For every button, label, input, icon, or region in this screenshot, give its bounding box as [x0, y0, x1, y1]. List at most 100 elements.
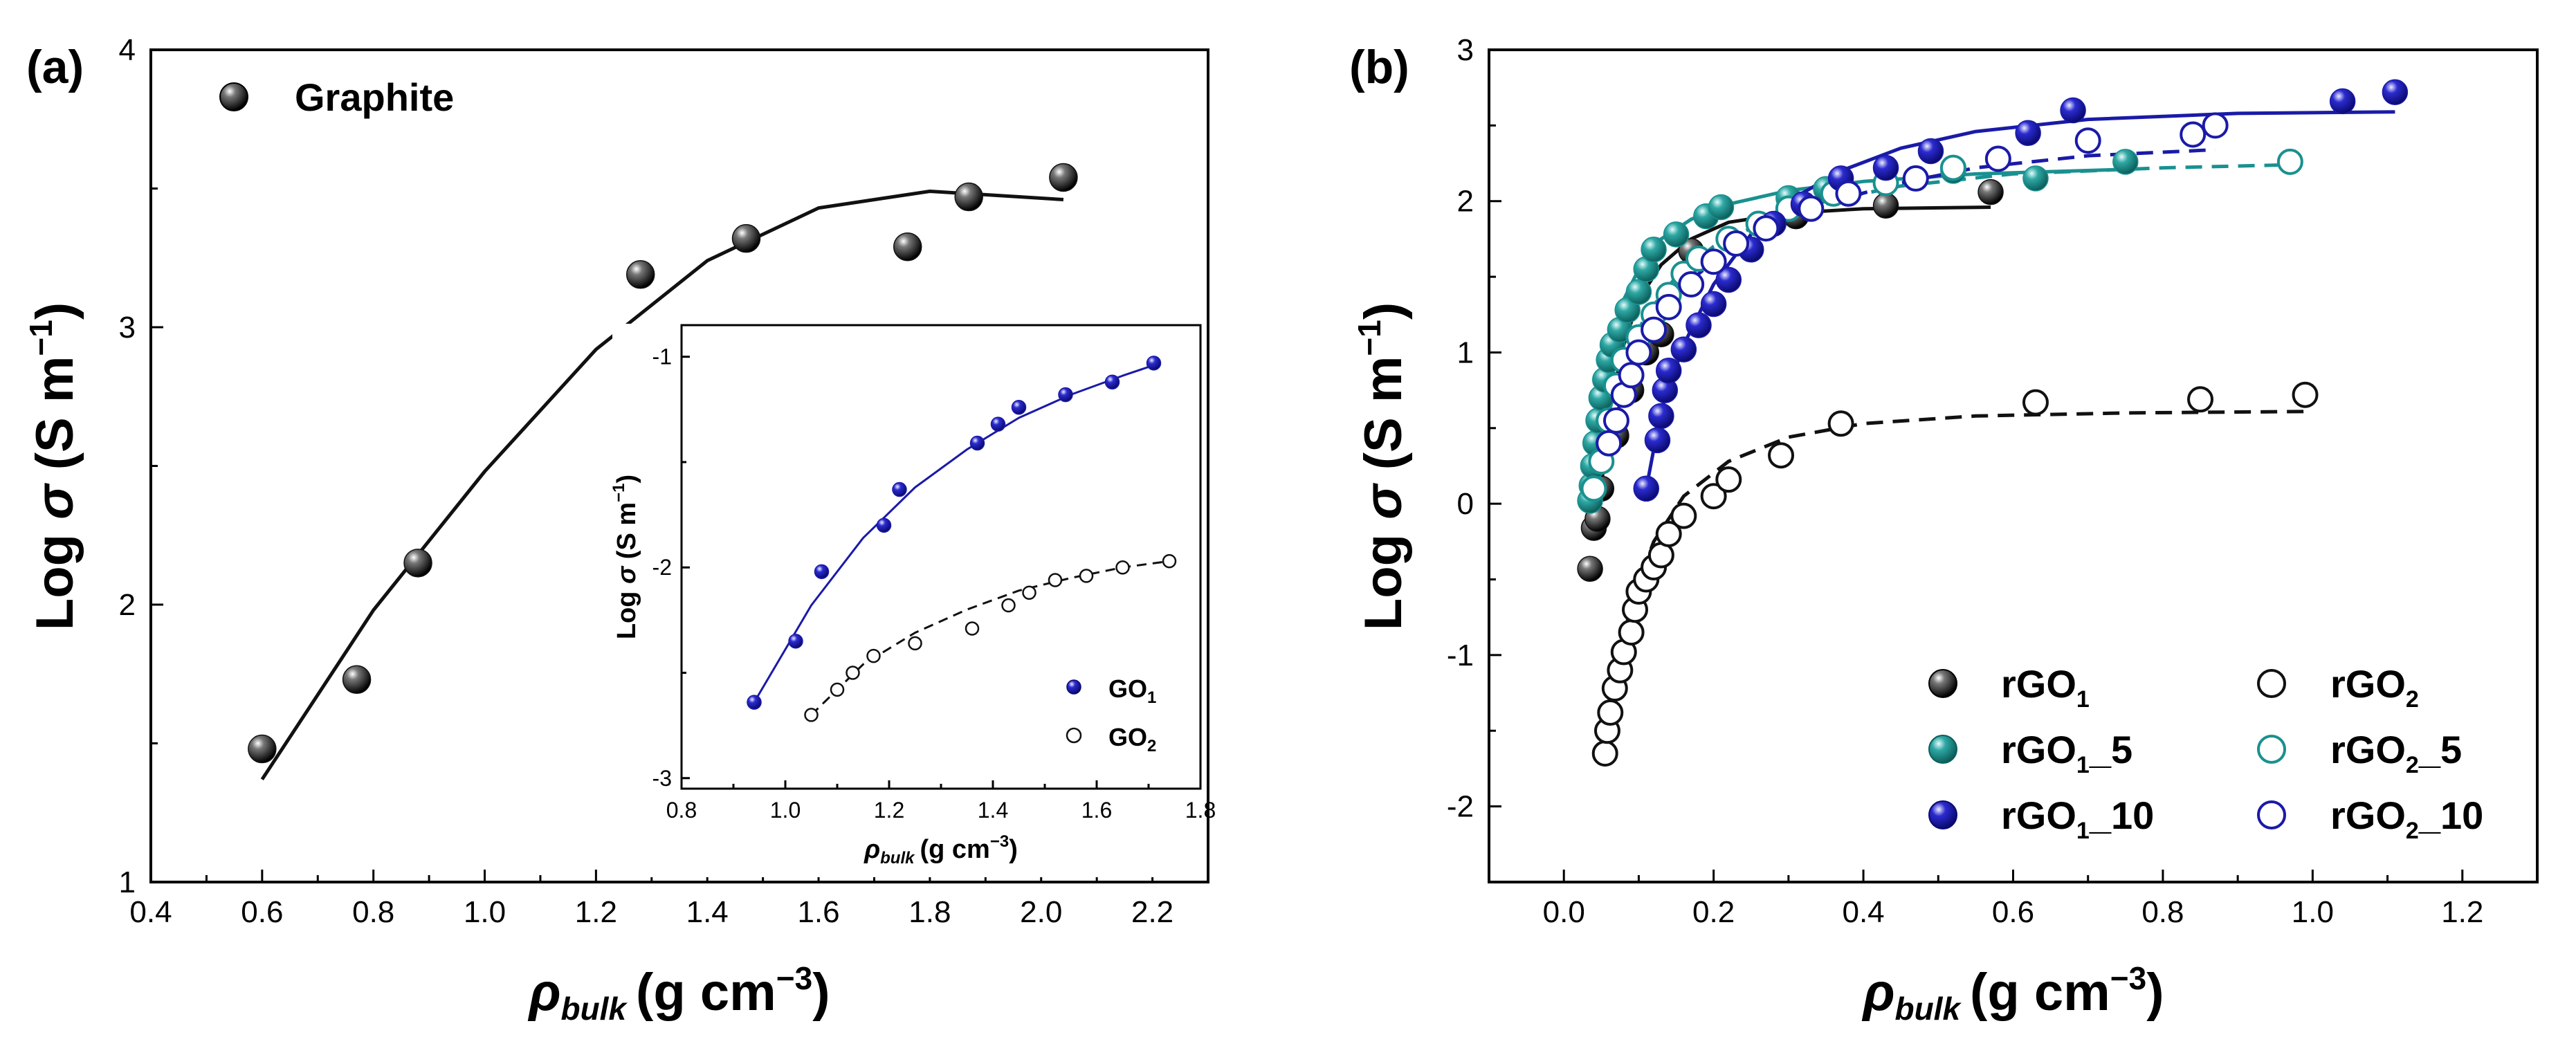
data-point-rgo1-10 — [2060, 97, 2086, 124]
data-point-go2 — [1079, 569, 1094, 583]
data-point-rgo2 — [1670, 502, 1697, 529]
x-tick-label: 0.4 — [129, 895, 172, 929]
legend-rgo2-label: rGO2 — [2330, 662, 2419, 713]
legend-graphite-marker — [219, 82, 248, 111]
y-tick-label: 4 — [119, 33, 136, 67]
fit-line-rgo2 — [1603, 410, 2305, 754]
y-tick-label: -2 — [1447, 790, 1474, 824]
data-point-rgo2 — [2022, 389, 2049, 416]
panel-a-inset: 0.8 1.0 1.2 1.4 1.6 1.8 -1 -2 -3 GO1 GO2 ρbulk(… — [610, 324, 1216, 877]
data-point-graphite — [731, 223, 761, 253]
data-point-graphite — [625, 260, 655, 289]
data-point-graphite — [403, 549, 432, 578]
data-point-rgo2 — [1591, 740, 1618, 767]
panel-a-fit-lines — [260, 190, 1064, 780]
data-point-rgo1-10 — [1872, 154, 1899, 181]
data-point-go2 — [965, 621, 980, 636]
panel-b-y-ticks: -2 -1 0 1 2 3 — [1447, 33, 1501, 824]
x-tick-label: 1.8 — [908, 895, 951, 929]
panel-b-x-axis-title: ρbulk (g cm−3) — [1861, 960, 2164, 1027]
data-point-rgo2-10 — [1618, 362, 1645, 389]
y-tick-label: 2 — [119, 588, 136, 622]
data-point-rgo2 — [2187, 386, 2214, 413]
data-point-rgo1-10 — [1700, 291, 1727, 318]
data-point-rgo1 — [1872, 192, 1899, 219]
panel-b-label: (b) — [1349, 41, 1409, 93]
data-point-rgo2-10 — [1596, 430, 1623, 457]
y-tick-label: -1 — [652, 345, 672, 369]
legend-rgo2-10-label: rGO2_10 — [2330, 793, 2483, 844]
y-tick-label: -1 — [1447, 639, 1474, 672]
data-point-go2 — [1162, 553, 1177, 569]
panel-b-legend: rGO1 rGO2 rGO1_5 rGO2_5 rGO1_10 rGO2_10 — [1928, 662, 2483, 844]
x-tick-label: 1.6 — [1081, 798, 1112, 823]
legend-go1-label: GO1 — [1108, 675, 1156, 707]
x-tick-label: 2.0 — [1020, 895, 1062, 929]
y-tick-label: 0 — [1457, 487, 1474, 521]
data-point-go1 — [990, 416, 1006, 432]
data-point-rgo1-10 — [2382, 79, 2409, 105]
data-point-rgo2-10 — [2180, 121, 2207, 148]
x-tick-label: 1.2 — [874, 798, 904, 823]
x-tick-label: 0.2 — [1692, 895, 1735, 929]
data-point-rgo1 — [1977, 178, 2004, 205]
data-point-rgo1-10 — [1644, 427, 1671, 454]
data-point-rgo2 — [1655, 520, 1682, 547]
data-point-rgo2-10 — [1700, 248, 1727, 275]
x-tick-label: 0.4 — [1842, 895, 1884, 929]
data-point-go1 — [892, 481, 907, 497]
data-point-rgo2-10 — [1798, 195, 1825, 222]
data-point-rgo1-10 — [2015, 120, 2041, 147]
x-tick-label: 0.8 — [666, 798, 697, 823]
legend-rgo1-label: rGO1 — [2001, 662, 2090, 713]
data-point-go1 — [814, 564, 830, 580]
data-point-go1 — [1146, 356, 1162, 371]
y-tick-label: 3 — [1457, 33, 1474, 67]
y-tick-label: 1 — [119, 865, 136, 899]
legend-graphite-label: Graphite — [295, 75, 454, 119]
data-point-rgo2 — [1618, 619, 1645, 646]
legend-go1-marker — [1066, 679, 1081, 695]
data-point-go1 — [1104, 374, 1120, 389]
data-point-go1 — [747, 695, 762, 710]
x-tick-label: 1.4 — [978, 798, 1008, 823]
data-point-rgo1-5 — [1708, 194, 1735, 221]
data-point-rgo2-10 — [2074, 127, 2101, 154]
data-point-go1 — [1011, 400, 1027, 415]
data-point-rgo1-5 — [2022, 165, 2049, 192]
data-point-go2 — [1001, 598, 1016, 613]
data-point-rgo2-10 — [1655, 293, 1682, 320]
y-tick-label: 2 — [1457, 185, 1474, 219]
data-point-rgo2-10 — [2202, 112, 2229, 139]
data-point-rgo2-5 — [1580, 475, 1607, 502]
x-tick-label: 1.0 — [464, 895, 506, 929]
panel-a-x-ticks: 0.4 0.6 0.8 1.0 1.2 1.4 1.6 1.8 2.0 2.2 — [129, 870, 1173, 929]
data-point-go2 — [846, 666, 860, 680]
inset-x-ticks: 0.8 1.0 1.2 1.4 1.6 1.8 — [666, 780, 1216, 823]
data-point-rgo2-10 — [1984, 145, 2011, 172]
legend-go2-marker — [1066, 727, 1082, 744]
data-point-rgo2 — [2292, 381, 2319, 408]
data-point-rgo1-5 — [1663, 221, 1690, 248]
data-point-go1 — [1058, 387, 1073, 403]
data-point-rgo2-10 — [1723, 230, 1750, 257]
x-tick-label: 1.8 — [1185, 798, 1216, 823]
data-point-go2 — [908, 636, 922, 651]
data-point-rgo2-10 — [1602, 407, 1629, 434]
data-point-rgo1-10 — [1715, 266, 1742, 293]
data-point-rgo1-5 — [1641, 236, 1667, 263]
inset-y-axis-title: Log σ (S m−1) — [610, 475, 641, 639]
data-point-go1 — [876, 517, 892, 533]
x-tick-label: 1.2 — [2441, 895, 2483, 929]
data-point-go1 — [969, 435, 985, 451]
data-point-graphite — [893, 232, 922, 262]
legend-rgo2-10-marker — [2257, 800, 2286, 829]
data-point-rgo1-10 — [1686, 312, 1712, 338]
data-point-rgo2 — [1597, 699, 1624, 726]
y-tick-label: 3 — [119, 311, 136, 345]
data-point-rgo2 — [1700, 483, 1727, 510]
data-point-rgo2-10 — [1902, 165, 1929, 192]
panel-b: (b) 0.0 0.2 0.4 0.6 0.8 1.0 1.2 -2 -1 0 1 2 3 rGO1 … — [1349, 33, 2539, 1027]
x-tick-label: 1.4 — [686, 895, 729, 929]
